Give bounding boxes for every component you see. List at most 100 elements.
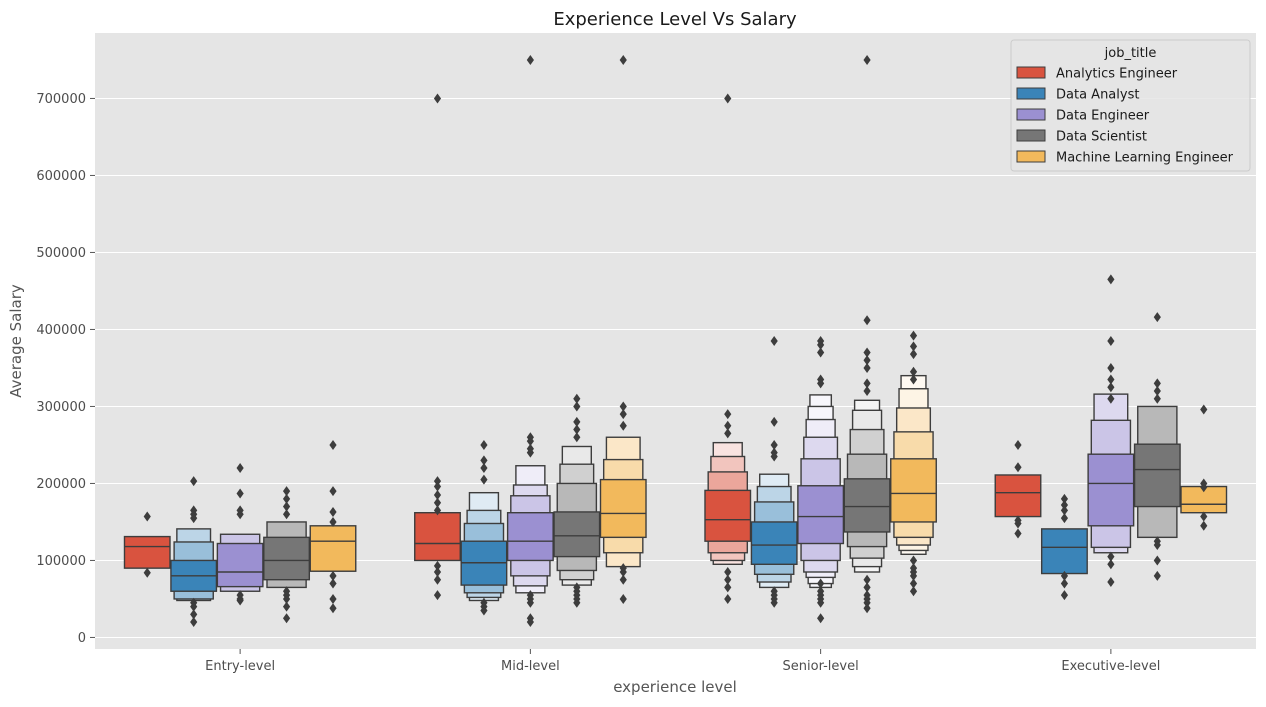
y-axis-label: Average Salary (7, 284, 25, 398)
y-tick-label: 400000 (36, 323, 86, 338)
outlier-point (1200, 520, 1208, 531)
outlier-point (1153, 555, 1161, 566)
legend-frame (1010, 39, 1251, 172)
outlier-point (433, 490, 442, 500)
legend-label: Analytics Engineer (1056, 67, 1178, 82)
boxen-box (123, 535, 171, 569)
outlier-point (1060, 505, 1069, 516)
outlier-point (1153, 570, 1161, 581)
outlier-point (190, 513, 198, 524)
outlier-point (1060, 590, 1069, 601)
outlier-point (433, 574, 442, 585)
outlier-point (724, 574, 732, 585)
boxen-group (704, 93, 752, 604)
outlier-point (619, 593, 627, 604)
legend-label: Data Analyst (1056, 88, 1139, 103)
boxen-group (216, 463, 264, 606)
outlier-point (863, 582, 871, 593)
boxen-box (797, 485, 845, 545)
boxen-group (414, 93, 461, 601)
y-tick-label: 600000 (36, 169, 86, 184)
outlier-point (770, 439, 778, 450)
boxen-box (263, 536, 311, 581)
outlier-point (909, 570, 918, 581)
outlier-point (619, 409, 627, 420)
outlier-point (1107, 551, 1115, 562)
outlier-point (433, 590, 442, 601)
outlier-point (1153, 393, 1161, 404)
outlier-point (619, 574, 627, 585)
y-tick-label: 100000 (36, 554, 86, 569)
boxen-group (599, 54, 647, 604)
outlier-point (526, 436, 534, 447)
boxen-box (506, 512, 554, 562)
outlier-point (619, 567, 627, 577)
outlier-point (236, 463, 244, 474)
outlier-point (573, 424, 581, 435)
x-axis-label: experience level (613, 678, 737, 696)
outlier-point (526, 597, 534, 608)
legend-swatch (1016, 150, 1046, 163)
outlier-point (1060, 570, 1069, 581)
outlier-point (817, 347, 825, 358)
outlier-point (1060, 493, 1069, 504)
outlier-point (573, 416, 581, 427)
outlier-point (1107, 336, 1115, 346)
y-tick-label: 0 (78, 631, 86, 646)
outlier-point (817, 597, 825, 608)
legend: job_title Analytics Engineer Data Analyst D… (1010, 39, 1251, 172)
outlier-point (573, 393, 581, 404)
boxen-group (890, 330, 937, 597)
boxen-group (750, 336, 798, 608)
boxen-group (309, 439, 357, 614)
outlier-point (282, 593, 291, 604)
outlier-point (1200, 511, 1208, 522)
outlier-point (480, 605, 488, 616)
legend-swatch (1016, 108, 1046, 121)
outlier-point (909, 555, 918, 566)
outlier-point (1107, 577, 1115, 588)
outlier-point (863, 54, 871, 65)
boxen-group (797, 336, 845, 624)
outlier-point (190, 617, 198, 628)
legend-title: job_title (1104, 46, 1157, 61)
legend-swatch (1016, 87, 1046, 100)
outlier-point (190, 601, 198, 612)
outlier-point (1107, 274, 1115, 285)
outlier-point (329, 603, 337, 614)
outlier-point (1200, 404, 1208, 415)
boxen-group (553, 393, 601, 608)
boxen-box (994, 474, 1042, 518)
outlier-point (573, 597, 581, 608)
outlier-point (1107, 393, 1115, 404)
outlier-point (433, 567, 442, 577)
outlier-point (1060, 500, 1069, 511)
outlier-point (909, 374, 918, 385)
y-tick-label: 200000 (36, 477, 86, 492)
outlier-point (863, 315, 871, 326)
boxen-group (1133, 312, 1181, 581)
outlier-point (143, 567, 151, 578)
outlier-point (143, 511, 151, 522)
outlier-point (480, 439, 488, 450)
outlier-point (282, 501, 291, 512)
boxen-box (750, 521, 798, 566)
outlier-point (329, 439, 337, 450)
outlier-point (909, 341, 918, 352)
boxen-box (1133, 443, 1181, 508)
boxen-box (1040, 528, 1088, 575)
outlier-point (863, 378, 871, 389)
outlier-point (909, 349, 918, 360)
outlier-point (433, 497, 442, 508)
y-tick-label: 700000 (36, 92, 86, 107)
outlier-point (573, 432, 581, 443)
boxen-box (553, 511, 601, 558)
outlier-point (1014, 439, 1022, 450)
x-tick-label: Executive-level (1061, 659, 1160, 674)
x-tick-label: Entry-level (205, 659, 275, 674)
outlier-point (433, 476, 442, 487)
outlier-point (236, 509, 244, 520)
boxen-group (1180, 404, 1228, 531)
outlier-point (817, 613, 825, 624)
